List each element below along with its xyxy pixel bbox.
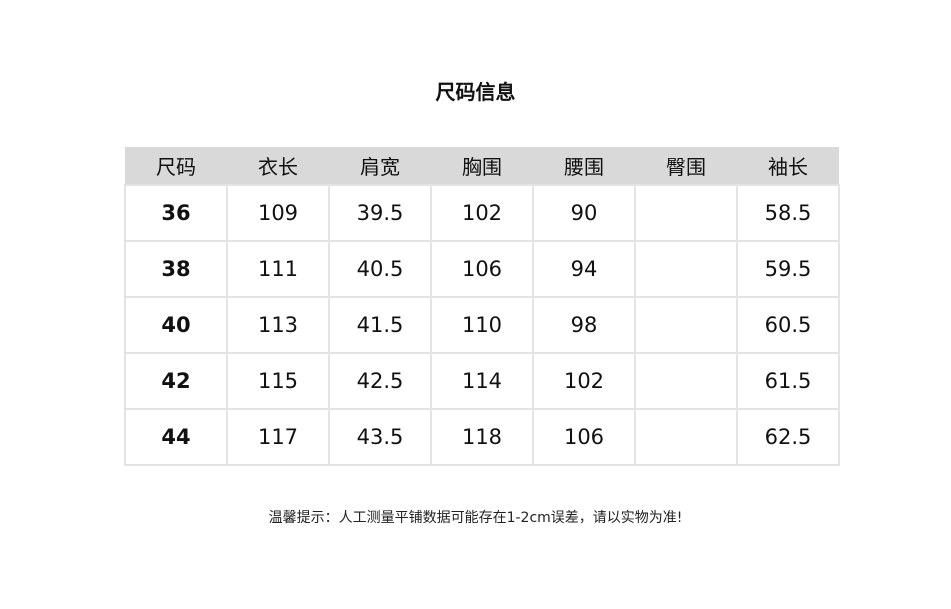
table-cell: 117 xyxy=(226,408,330,466)
table-cell: 109 xyxy=(226,184,330,242)
table-row: 38 111 40.5 106 94 59.5 xyxy=(124,240,840,298)
table-row: 36 109 39.5 102 90 58.5 xyxy=(124,184,840,242)
table-cell: 106 xyxy=(430,240,534,298)
table-cell: 41.5 xyxy=(328,296,432,354)
table-cell: 62.5 xyxy=(736,408,840,466)
table-cell: 115 xyxy=(226,352,330,410)
size-cell: 42 xyxy=(124,352,228,410)
table-cell xyxy=(634,296,738,354)
table-cell: 61.5 xyxy=(736,352,840,410)
table-cell: 113 xyxy=(226,296,330,354)
table-cell: 59.5 xyxy=(736,240,840,298)
table-cell: 90 xyxy=(532,184,636,242)
table-cell xyxy=(634,184,738,242)
table-cell: 102 xyxy=(430,184,534,242)
table-cell: 106 xyxy=(532,408,636,466)
table-cell xyxy=(634,408,738,466)
table-cell: 43.5 xyxy=(328,408,432,466)
table-cell: 98 xyxy=(532,296,636,354)
table-row: 44 117 43.5 118 106 62.5 xyxy=(124,408,840,466)
page-title: 尺码信息 xyxy=(435,80,516,104)
table-cell: 114 xyxy=(430,352,534,410)
table-row: 42 115 42.5 114 102 61.5 xyxy=(124,352,840,410)
tip-note: 温馨提示：人工测量平铺数据可能存在1-2cm误差，请以实物为准! xyxy=(268,510,683,526)
table-cell: 42.5 xyxy=(328,352,432,410)
column-header: 胸围 xyxy=(431,147,533,185)
table-cell: 102 xyxy=(532,352,636,410)
size-cell: 38 xyxy=(124,240,228,298)
table-cell: 39.5 xyxy=(328,184,432,242)
column-header: 尺码 xyxy=(125,147,227,185)
column-header: 肩宽 xyxy=(329,147,431,185)
table-header-row: 尺码 衣长 肩宽 胸围 腰围 臀围 袖长 xyxy=(125,147,839,185)
table-cell: 111 xyxy=(226,240,330,298)
size-cell: 36 xyxy=(124,184,228,242)
table-cell: 110 xyxy=(430,296,534,354)
column-header: 衣长 xyxy=(227,147,329,185)
table-row: 40 113 41.5 110 98 60.5 xyxy=(124,296,840,354)
table-cell xyxy=(634,352,738,410)
table-cell: 118 xyxy=(430,408,534,466)
table-cell: 94 xyxy=(532,240,636,298)
table-cell xyxy=(634,240,738,298)
table-cell: 58.5 xyxy=(736,184,840,242)
table-cell: 40.5 xyxy=(328,240,432,298)
size-cell: 40 xyxy=(124,296,228,354)
size-cell: 44 xyxy=(124,408,228,466)
table-cell: 60.5 xyxy=(736,296,840,354)
column-header: 腰围 xyxy=(533,147,635,185)
size-table: 尺码 衣长 肩宽 胸围 腰围 臀围 袖长 36 109 39.5 102 90 58.5 38 111 40… xyxy=(124,147,840,466)
column-header: 袖长 xyxy=(737,147,839,185)
column-header: 臀围 xyxy=(635,147,737,185)
